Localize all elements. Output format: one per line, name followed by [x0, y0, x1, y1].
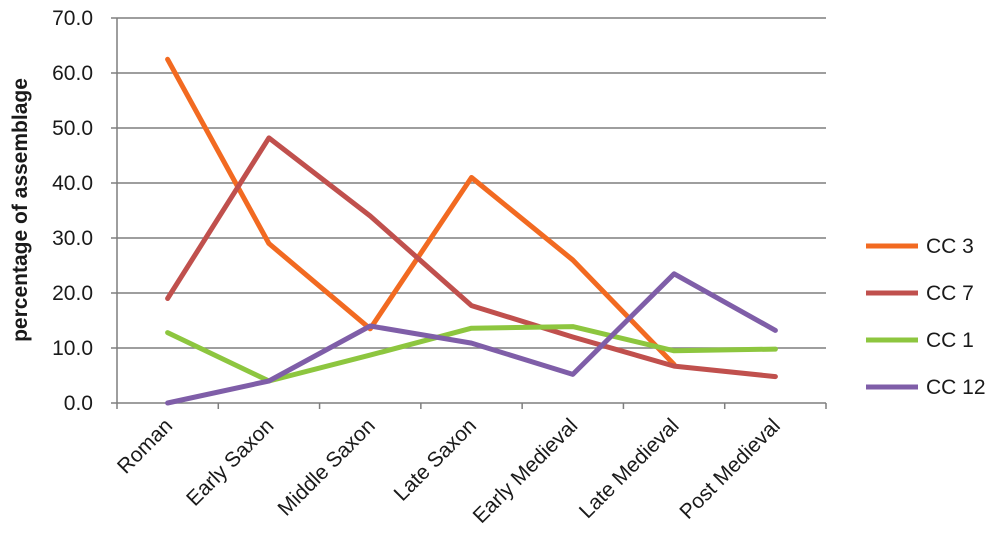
series-line-cc-3 — [165, 56, 677, 367]
legend-label: CC 3 — [926, 235, 974, 258]
y-tick-label: 20.0 — [52, 282, 93, 305]
x-tick-label: Late Medieval — [575, 414, 684, 523]
legend: CC 3 CC 7 CC 1 CC 12 — [866, 235, 986, 399]
x-tick-label: Roman — [113, 414, 177, 478]
y-tick-label: 70.0 — [52, 7, 93, 30]
y-tick-label: 50.0 — [52, 117, 93, 140]
gridlines — [111, 17, 827, 409]
legend-label: CC 12 — [926, 376, 986, 399]
legend-label: CC 7 — [926, 282, 974, 305]
series-line-cc-1 — [165, 324, 778, 384]
y-tick-labels: 0.0 10.0 20.0 30.0 40.0 50.0 60.0 70.0 — [52, 7, 93, 415]
legend-label: CC 1 — [926, 329, 974, 352]
x-tick-label: Post Medieval — [675, 414, 785, 524]
x-tick-label: Early Medieval — [469, 414, 583, 528]
x-tick-label: Late Saxon — [390, 414, 481, 505]
y-tick-label: 40.0 — [52, 172, 93, 195]
axes — [116, 18, 826, 404]
y-tick-label: 0.0 — [64, 392, 93, 415]
y-tick-label: 60.0 — [52, 62, 93, 85]
series-line-cc-7 — [165, 135, 778, 380]
x-tick-label: Middle Saxon — [274, 414, 380, 520]
series-lines — [165, 56, 778, 406]
y-axis-title: percentage of assemblage — [9, 78, 32, 342]
y-tick-label: 10.0 — [52, 337, 93, 360]
series-line-cc-12 — [165, 271, 778, 406]
y-tick-label: 30.0 — [52, 227, 93, 250]
x-tick-label: Early Saxon — [182, 414, 278, 510]
